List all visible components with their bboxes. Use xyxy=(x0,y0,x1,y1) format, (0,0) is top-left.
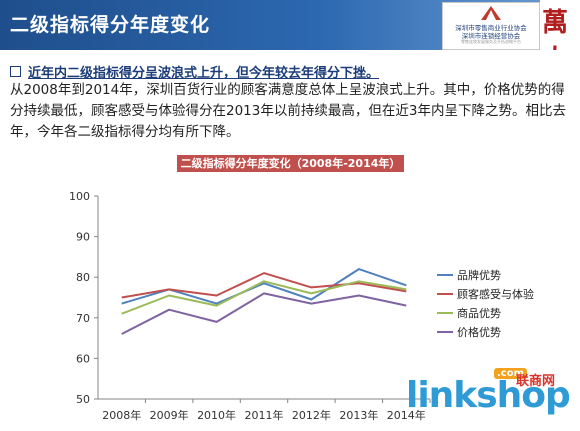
y-tick-label: 70 xyxy=(76,312,90,325)
chart-title: 二级指标得分年度变化（2008年-2014年） xyxy=(177,155,404,172)
series-line xyxy=(121,268,407,305)
x-tick-label: 2012年 xyxy=(292,408,331,422)
watermark-cn: 联商网 xyxy=(516,374,556,389)
x-tick-label: 2011年 xyxy=(245,408,284,422)
logo-line-2: 深圳市连锁经营协会 xyxy=(461,32,521,40)
x-tick-label: 2014年 xyxy=(387,408,426,422)
legend-label: 顾客感受与体验 xyxy=(457,287,534,301)
summary-bullet-text: 近年内二级指标得分呈波浪式上升，但今年较去年得分下挫。 xyxy=(28,66,380,81)
x-tick-label: 2008年 xyxy=(102,408,141,422)
logo-emblem-icon xyxy=(481,6,501,20)
partner-logo: 萬人 xyxy=(540,0,580,50)
partner-logo-text: 萬人 xyxy=(542,8,569,50)
summary-paragraph: 从2008年到2014年，深圳百货行业的顾客满意度总体上呈波浪式上升。其中，价格… xyxy=(10,82,566,140)
association-logo: 深圳市零售商业行业协会 深圳市连锁经营协会 零售连锁发展服务及开拓战略平台 xyxy=(442,2,540,50)
header-bar: 二级指标得分年度变化 深圳市零售商业行业协会 深圳市连锁经营协会 零售连锁发展服… xyxy=(0,0,580,50)
y-tick-label: 100 xyxy=(69,190,90,203)
series-line xyxy=(121,280,407,315)
x-tick-label: 2013年 xyxy=(339,408,378,422)
summary-bullet: 近年内二级指标得分呈波浪式上升，但今年较去年得分下挫。 xyxy=(10,62,379,81)
watermark-com: .com xyxy=(494,368,528,379)
logo-line-3: 零售连锁发展服务及开拓战略平台 xyxy=(461,39,521,44)
page-title: 二级指标得分年度变化 xyxy=(10,14,211,36)
y-tick-label: 50 xyxy=(76,393,90,406)
logo-line-1: 深圳市零售商业行业协会 xyxy=(455,24,527,32)
bullet-square-icon xyxy=(10,66,21,77)
legend-label: 价格优势 xyxy=(457,325,501,339)
series-line xyxy=(121,292,407,335)
watermark-text: linkshop xyxy=(406,375,571,416)
y-tick-label: 90 xyxy=(76,231,90,244)
legend-label: 商品优势 xyxy=(457,306,501,320)
y-tick-label: 80 xyxy=(76,271,90,284)
y-tick-label: 60 xyxy=(76,352,90,365)
series-line xyxy=(121,272,407,299)
x-tick-label: 2009年 xyxy=(150,408,189,422)
legend-label: 品牌优势 xyxy=(457,268,501,282)
x-tick-label: 2010年 xyxy=(197,408,236,422)
